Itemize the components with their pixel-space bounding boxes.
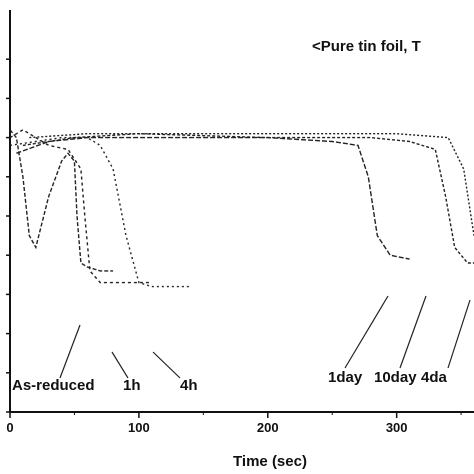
series-line-as-reduced <box>9 129 114 272</box>
x-tick-label: 100 <box>128 420 150 435</box>
series-line-4da <box>29 132 474 236</box>
chart-title: <Pure tin foil, T <box>312 38 421 55</box>
series-label: 10day <box>374 369 417 386</box>
leader-line <box>447 299 471 369</box>
series-group <box>9 128 474 288</box>
series-line-1day <box>16 136 410 260</box>
labels-group: Time (sec) <Pure tin foil, T As-reduced 1h 4… <box>12 38 471 470</box>
series-label: 1h <box>123 377 141 394</box>
series-label: 1day <box>328 369 363 386</box>
leader-line <box>111 351 129 379</box>
x-tick-label: 0 <box>6 420 13 435</box>
leader-line <box>152 351 181 379</box>
series-line-4h <box>9 136 191 288</box>
leader-line <box>399 295 427 369</box>
x-tick-label: 200 <box>257 420 279 435</box>
series-line-1h <box>9 128 152 284</box>
series-label: 4h <box>180 377 198 394</box>
x-axis-label: Time (sec) <box>233 453 307 470</box>
leader-line <box>59 324 81 379</box>
series-label: As-reduced <box>12 377 95 394</box>
leader-line <box>344 295 389 369</box>
axes: 0 100 200 300 <box>6 10 474 435</box>
series-label: 4da <box>421 369 448 386</box>
series-line-10day <box>22 132 474 264</box>
x-tick-label: 300 <box>386 420 408 435</box>
